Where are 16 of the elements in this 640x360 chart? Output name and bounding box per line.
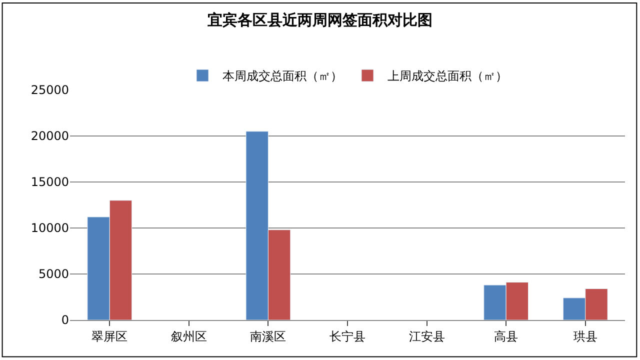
y-tick-label: 25000	[30, 83, 69, 98]
y-tick-label: 0	[61, 313, 69, 328]
y-tick-label: 15000	[30, 175, 69, 190]
x-tick-label: 珙县	[573, 329, 598, 344]
chart-title: 宜宾各区县近两周网签面积对比图	[208, 10, 432, 29]
legend-label: 本周成交总面积（㎡）	[222, 69, 342, 84]
y-tick-label: 20000	[30, 129, 69, 144]
legend-label: 上周成交总面积（㎡）	[388, 69, 508, 84]
x-tick-label: 叙州区	[170, 329, 207, 344]
x-tick-label: 翠屏区	[92, 329, 128, 344]
x-tick-label: 长宁县	[330, 329, 366, 344]
x-tick-label: 高县	[494, 329, 518, 344]
x-tick-label: 江安县	[408, 329, 445, 344]
y-tick-label: 5000	[38, 267, 69, 282]
x-tick-label: 南溪区	[250, 329, 286, 344]
y-tick-label: 10000	[30, 221, 69, 236]
